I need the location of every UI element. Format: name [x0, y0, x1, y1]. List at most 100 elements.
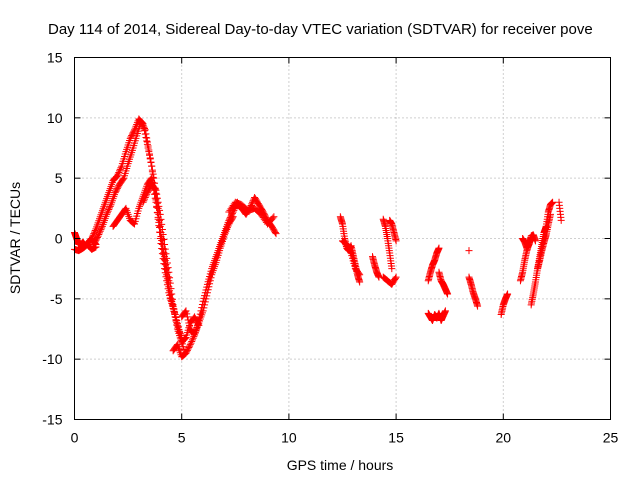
- x-axis-label: GPS time / hours: [287, 457, 394, 473]
- data-point: [171, 309, 179, 317]
- data-point: [141, 126, 149, 134]
- data-point: [140, 197, 148, 205]
- data-segment-arc-12h-2: [339, 237, 364, 279]
- data-point: [355, 270, 363, 278]
- y-tick-label: -10: [42, 351, 62, 367]
- data-point: [196, 310, 204, 318]
- y-tick-label: -5: [50, 291, 63, 307]
- data-point: [131, 124, 139, 132]
- data-point: [151, 185, 159, 193]
- data-point: [392, 237, 400, 245]
- data-point: [96, 227, 104, 235]
- data-point: [147, 175, 155, 183]
- data-point: [356, 278, 364, 286]
- data-point: [346, 248, 354, 256]
- data-point: [96, 229, 104, 237]
- data-segment-arc-14h-2: [379, 215, 396, 273]
- data-point: [141, 195, 149, 203]
- data-point: [149, 170, 157, 178]
- data-segment-arc-18h-single: [465, 247, 473, 255]
- y-tick-label: 10: [47, 110, 63, 126]
- data-point: [392, 273, 400, 281]
- data-point: [166, 291, 174, 299]
- data-point: [103, 210, 111, 218]
- data-point: [143, 138, 151, 146]
- x-tick-label: 15: [388, 430, 404, 446]
- data-point: [474, 302, 482, 310]
- y-tick-label: 0: [55, 231, 63, 247]
- data-point: [145, 146, 153, 154]
- data-point: [116, 167, 124, 175]
- data-point: [166, 279, 174, 287]
- data-point: [197, 307, 205, 315]
- data-segment-arc-22h-2: [542, 198, 557, 230]
- data-point: [168, 295, 176, 303]
- data-point: [158, 225, 166, 233]
- data-point: [143, 134, 151, 142]
- data-point: [103, 209, 111, 217]
- data-point: [93, 233, 101, 241]
- data-point: [188, 337, 196, 345]
- data-series: [71, 115, 565, 361]
- data-point: [163, 259, 171, 267]
- data-point: [181, 334, 189, 342]
- data-point: [186, 341, 194, 349]
- data-point: [90, 230, 98, 238]
- data-point: [186, 322, 194, 330]
- data-segment-arc-mid-2: [139, 180, 203, 346]
- data-point: [181, 335, 189, 343]
- data-point: [156, 206, 164, 214]
- data-point: [167, 285, 175, 293]
- data-point: [113, 172, 121, 180]
- data-point: [155, 202, 163, 210]
- data-point: [549, 198, 557, 206]
- data-point: [116, 165, 124, 173]
- data-point: [106, 202, 114, 210]
- data-point: [114, 170, 122, 178]
- data-point: [153, 190, 161, 198]
- data-point: [95, 230, 103, 238]
- data-point: [91, 226, 99, 234]
- data-point: [173, 321, 181, 329]
- axis-ticks: 0 5 10 15 20 25 -15 -10 -5 0 5 10 15: [42, 50, 618, 446]
- data-point: [169, 301, 177, 309]
- data-segment-arc-rise-2: [90, 117, 188, 354]
- data-point: [106, 204, 114, 212]
- data-point: [465, 247, 473, 255]
- y-tick-label: -15: [42, 412, 62, 428]
- data-point: [153, 194, 161, 202]
- data-point: [171, 313, 179, 321]
- data-point: [161, 245, 169, 253]
- data-point: [91, 228, 99, 236]
- data-segment-arc-17h-2: [424, 244, 443, 285]
- data-point: [198, 300, 206, 308]
- data-segment-arc-17h-1: [424, 307, 449, 325]
- data-point: [272, 230, 280, 238]
- data-segment-arc-dip-2: [178, 198, 241, 339]
- data-point: [188, 336, 196, 344]
- data-point: [182, 307, 190, 315]
- data-point: [148, 174, 156, 182]
- data-point: [161, 241, 169, 249]
- data-point: [163, 254, 171, 262]
- data-point: [162, 250, 170, 258]
- data-point: [165, 268, 173, 276]
- data-point: [196, 313, 204, 321]
- data-point: [157, 240, 165, 248]
- data-point: [146, 150, 154, 158]
- data-segment-arc-22h-3: [555, 198, 565, 224]
- data-point: [185, 319, 193, 327]
- data-point: [164, 264, 172, 272]
- data-point: [148, 162, 156, 170]
- data-point: [115, 169, 123, 177]
- data-point: [190, 330, 198, 338]
- x-tick-label: 0: [71, 430, 79, 446]
- data-point: [269, 214, 277, 222]
- data-point: [435, 244, 443, 252]
- data-point: [88, 233, 96, 241]
- data-point: [183, 313, 191, 321]
- data-point: [186, 342, 194, 350]
- data-point: [131, 126, 139, 134]
- data-point: [356, 271, 364, 279]
